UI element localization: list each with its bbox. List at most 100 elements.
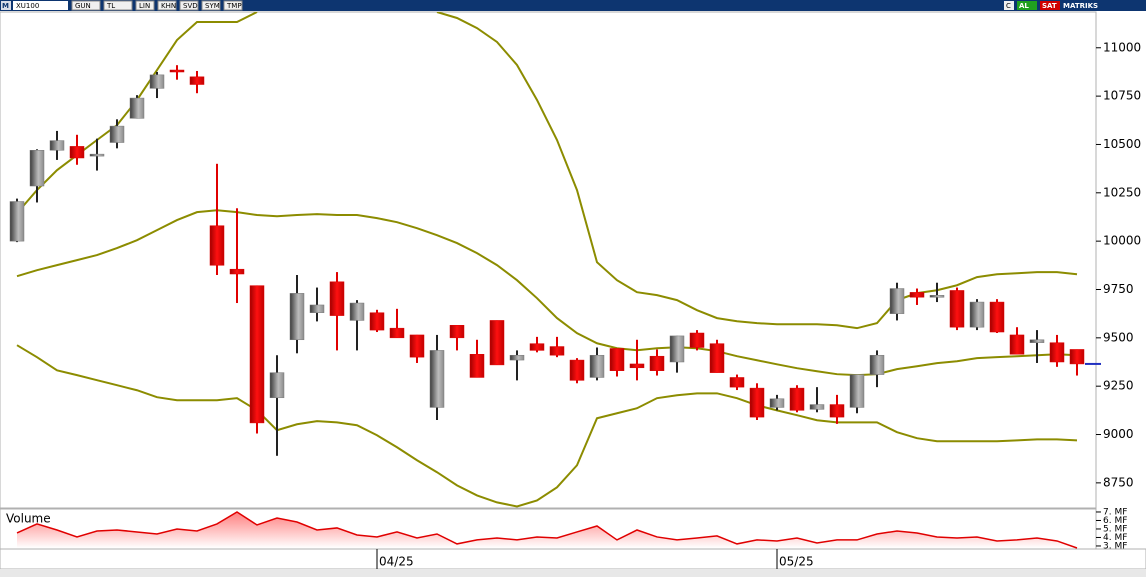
toolbar-button[interactable] [135,0,155,11]
candle-body [909,292,925,298]
candle-body [889,288,905,314]
candle-body [369,312,385,331]
toolbar: M XU100 GUN TL LIN KHN SVD SYM TMP C AL SAT MATRIKS [0,0,1146,11]
y-tick-label: 11000 [1103,40,1141,54]
candle-body [589,354,605,378]
candle-body [189,76,205,85]
toolbar-right-label: AL [1019,2,1029,10]
toolbar-button[interactable] [223,0,243,11]
app-icon[interactable] [1,1,11,10]
candle-body [169,69,185,73]
candle-body [389,327,405,339]
band-line [16,209,1078,377]
candle-body [929,295,945,298]
candle-body [349,302,365,321]
toolbar-button-label: SVD [183,2,198,10]
candle-body [1069,349,1085,365]
toolbar-button[interactable] [103,0,133,11]
volume-tick-label: 4. MF [1103,533,1127,543]
y-tick-label: 10500 [1103,137,1141,151]
x-tick-label: 04/25 [379,555,414,569]
candle-body [429,350,445,408]
toolbar-button[interactable] [201,0,221,11]
y-tick-label: 10750 [1103,89,1141,103]
candle-body [949,290,965,328]
scrollbar[interactable] [0,569,1146,577]
plot-area [0,11,1097,509]
y-tick-label: 8750 [1103,475,1134,489]
y-tick-label: 9500 [1103,330,1134,344]
candle-body [269,372,285,399]
volume-tick-label: 7. MF [1103,507,1127,517]
toolbar-button-label: TMP [226,2,242,10]
toolbar-button[interactable] [157,0,177,11]
candle-body [229,268,245,275]
candle-body [829,404,845,418]
volume-tick-label: 3. MF [1103,541,1127,551]
volume-area [17,511,1077,548]
toolbar-button-label: GUN [75,2,91,10]
candle-body [629,363,645,369]
app-icon-label: M [2,2,9,10]
candle-body [289,293,305,341]
candle-body [449,325,465,339]
candle-body [129,97,145,119]
volume-tick-label: 5. MF [1103,524,1127,534]
candle-body [1049,342,1065,363]
y-tick-label: 10250 [1103,185,1141,199]
symbol-box[interactable] [13,1,68,10]
toolbar-button-label: KHN [161,2,176,10]
candle-body [1029,339,1045,343]
candle-body [729,377,745,388]
candle-body [109,125,125,143]
candle-body [649,355,665,371]
brand: MATRIKS [1063,2,1098,10]
candle-body [849,374,865,408]
toolbar-button-label: SYM [205,2,220,10]
candle-body [529,343,545,351]
candle-body [149,74,165,89]
toolbar-right-label: SAT [1042,2,1057,10]
candle-body [749,387,765,418]
toolbar-right-button[interactable] [1040,1,1060,10]
candle-body [209,225,225,266]
candle-body [689,332,705,348]
candle-body [549,346,565,356]
toolbar-right-button[interactable] [1004,1,1014,10]
toolbar-button-label: TL [106,2,115,10]
band-line [16,344,1078,508]
candle-body [469,354,485,378]
candle-body [29,150,45,187]
y-tick-label: 9250 [1103,379,1134,393]
y-tick-label: 9750 [1103,282,1134,296]
toolbar-right-label: C [1006,2,1011,10]
candle-body [789,387,805,411]
candle-body [809,404,825,410]
toolbar-button-label: LIN [139,2,150,10]
candle-body [609,348,625,371]
candle-body [329,281,345,316]
candle-body [69,146,85,159]
candle-body [669,335,685,363]
candle-body [969,301,985,328]
candle-body [1009,334,1025,355]
candle-body [409,334,425,358]
toolbar-right-button[interactable] [1017,1,1037,10]
toolbar-button[interactable] [179,0,199,11]
time-axis [0,548,1146,570]
candle-body [309,304,325,313]
candle-body [509,354,525,361]
candle-body [489,320,505,366]
candle-body [49,140,65,151]
volume-label: Volume [6,512,51,526]
toolbar-button[interactable] [71,0,101,11]
toolbar-bg [0,0,1146,11]
volume-tick-label: 6. MF [1103,516,1127,526]
candle-body [249,285,265,424]
candle-body [569,359,585,381]
candle-body [769,398,785,408]
candle-body [869,354,885,375]
volume-line [16,511,1078,549]
candle-body [89,153,105,157]
candle-body [989,301,1005,333]
